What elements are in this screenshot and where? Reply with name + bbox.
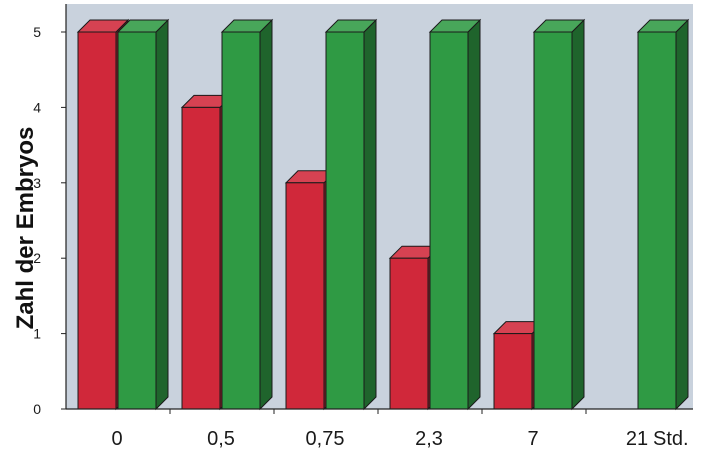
- x-tick-label-3: 2,3: [415, 428, 443, 450]
- bar-series2-4: [532, 18, 586, 411]
- x-tick-label-1: 0,5: [207, 428, 235, 450]
- y-tick-label-2: 2: [33, 250, 41, 266]
- x-tick-label-5: 21: [626, 428, 648, 450]
- bar-series2-0: [116, 18, 170, 411]
- x-ticks: 0 0,5 0,75 2,3 7 21: [111, 409, 648, 450]
- y-tick-label-0: 0: [33, 401, 41, 417]
- bars-layer: [76, 18, 690, 411]
- y-tick-label-1: 1: [33, 326, 41, 342]
- bar-series2-1: [220, 18, 274, 411]
- x-tick-label-4: 7: [527, 428, 538, 450]
- y-ticks: 0 1 2 3 4 5: [33, 24, 66, 417]
- bar-series2-3: [428, 18, 482, 411]
- x-tick-label-2: 0,75: [306, 428, 345, 450]
- bar-series2-2: [324, 18, 378, 411]
- plot-background: [66, 4, 693, 409]
- x-tick-label-0: 0: [111, 428, 122, 450]
- y-tick-label-4: 4: [33, 99, 41, 115]
- y-axis-label: Zahl der Embryos: [12, 127, 39, 330]
- bar-series2-5: [636, 18, 690, 411]
- y-tick-label-5: 5: [33, 24, 41, 40]
- x-axis-unit-label: Std.: [653, 428, 689, 450]
- y-tick-label-3: 3: [33, 175, 41, 191]
